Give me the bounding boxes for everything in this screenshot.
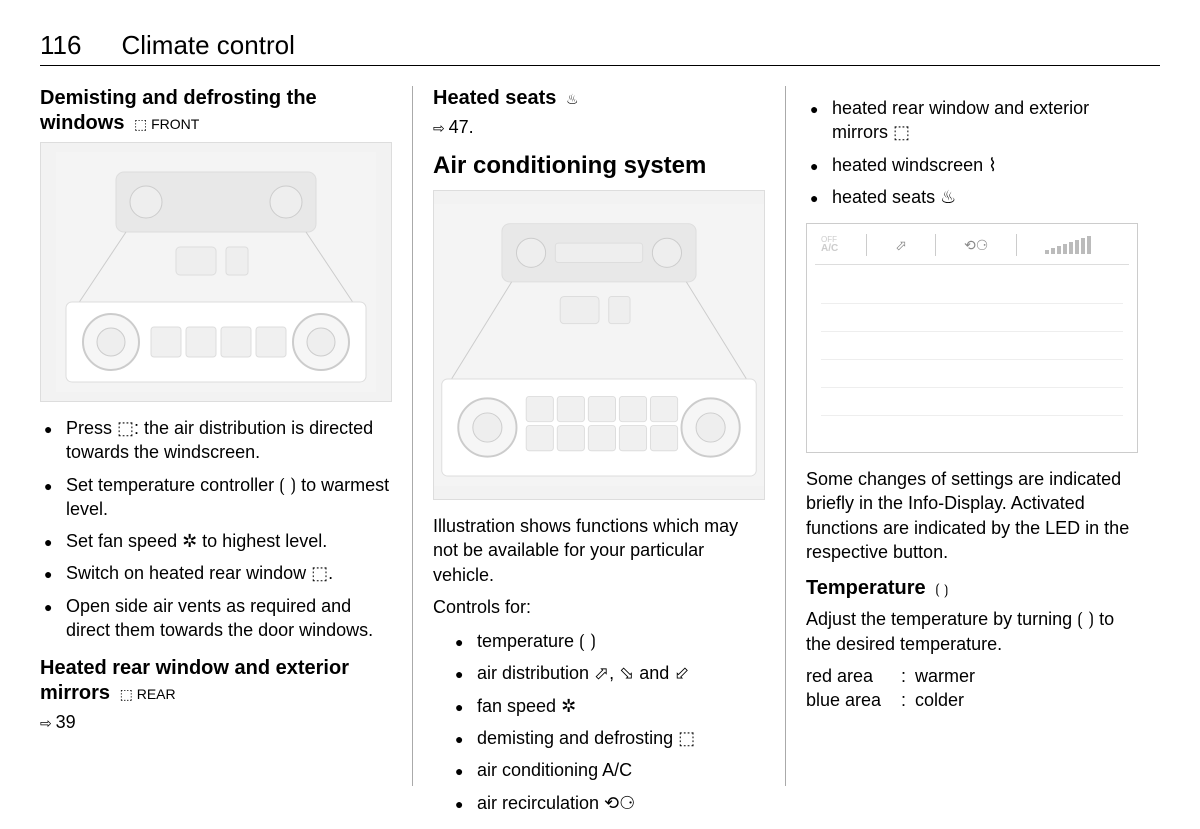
list-item: ●heated rear window and exterior mirrors… — [806, 96, 1138, 145]
colon: : — [901, 688, 915, 712]
bullet-icon: ● — [806, 185, 832, 208]
list-item: ●Switch on heated rear window ⬚. — [40, 561, 392, 585]
blue-area-value: colder — [915, 688, 964, 712]
list-item-text: heated seats ♨ — [832, 185, 1138, 209]
bullet-icon: ● — [451, 694, 477, 717]
temperature-adjust-text: Adjust the temperature by turning ⟮ ⟯ to… — [806, 607, 1138, 656]
list-item-text: demisting and defrosting ⬚ — [477, 726, 765, 750]
display-line — [821, 388, 1123, 416]
bullet-icon: ● — [40, 529, 66, 552]
chapter-title: Climate control — [121, 30, 294, 61]
list-item-text: Open side air vents as required and dire… — [66, 594, 392, 643]
list-item-text: Set fan speed ✲ to highest level. — [66, 529, 392, 553]
display-line — [821, 332, 1123, 360]
heading-heated-seats: Heated seats ♨ — [433, 86, 765, 111]
list-item: ●fan speed ✲ — [451, 694, 765, 718]
rear-defrost-icon: ⬚ REAR — [120, 686, 176, 702]
bullet-icon: ● — [40, 416, 66, 439]
heading-temperature-text: Temperature — [806, 577, 926, 599]
dash-svg-2 — [434, 200, 764, 490]
illustration-climate-panel-1 — [40, 142, 392, 402]
list-item: ●Set fan speed ✲ to highest level. — [40, 529, 392, 553]
list-item-text: temperature ⟮ ⟯ — [477, 629, 765, 653]
display-line — [821, 276, 1123, 304]
list-item-text: Press ⬚: the air distribution is directe… — [66, 416, 392, 465]
list-item-text: heated windscreen ⌇ — [832, 153, 1138, 177]
heading-heated-rear-text: Heated rear window and exterior mirrors — [40, 657, 349, 704]
display-line — [821, 304, 1123, 332]
settings-note: Some changes of settings are indicated b… — [806, 467, 1138, 564]
list-item: ●Press ⬚: the air distribution is direct… — [40, 416, 392, 465]
temperature-dial-icon: ⟮ ⟯ — [935, 581, 948, 597]
list-item-text: heated rear window and exterior mirrors … — [832, 96, 1138, 145]
column-3: ●heated rear window and exterior mirrors… — [786, 86, 1158, 829]
fan-speed-bars-icon — [1045, 236, 1091, 254]
bullet-icon: ● — [451, 661, 477, 684]
list-item: ●Set temperature controller ⟮ ⟯ to warme… — [40, 473, 392, 522]
controls-list-continued: ●heated rear window and exterior mirrors… — [806, 96, 1138, 209]
list-item: ●heated windscreen ⌇ — [806, 153, 1138, 177]
bullet-icon: ● — [806, 96, 832, 119]
bullet-icon: ● — [806, 153, 832, 176]
info-display-body — [815, 265, 1129, 444]
ac-text: A/C — [821, 243, 838, 254]
heading-heated-rear: Heated rear window and exterior mirrors … — [40, 656, 392, 706]
list-item-text: air conditioning A/C — [477, 758, 765, 782]
info-display-icons-row: OFF A/C ⬀ ⟲⚆ — [815, 232, 1129, 265]
column-1: Demisting and defrosting the windows ⬚ F… — [40, 86, 412, 829]
crossref-heated-seats: 47. — [433, 117, 765, 138]
bullet-icon: ● — [40, 561, 66, 584]
table-row: blue area : colder — [806, 688, 1138, 712]
display-line — [821, 360, 1123, 388]
list-item: ●heated seats ♨ — [806, 185, 1138, 209]
heading-temperature: Temperature ⟮ ⟯ — [806, 576, 1138, 601]
content-columns: Demisting and defrosting the windows ⬚ F… — [40, 86, 1160, 829]
table-row: red area : warmer — [806, 664, 1138, 688]
bullet-icon: ● — [451, 726, 477, 749]
airflow-face-icon: ⬀ — [895, 237, 907, 254]
ac-off-label: OFF A/C — [821, 236, 838, 254]
red-area-value: warmer — [915, 664, 975, 688]
red-area-key: red area — [806, 664, 901, 688]
dash-svg-1 — [56, 152, 376, 392]
list-item: ●Open side air vents as required and dir… — [40, 594, 392, 643]
illustration-climate-panel-2 — [433, 190, 765, 500]
page-header: 116 Climate control — [40, 30, 1160, 66]
bullet-icon: ● — [451, 629, 477, 652]
heading-heated-seats-text: Heated seats — [433, 87, 556, 109]
list-item: ●air conditioning A/C — [451, 758, 765, 782]
list-item: ●temperature ⟮ ⟯ — [451, 629, 765, 653]
column-2: Heated seats ♨ 47. Air conditioning syst… — [413, 86, 785, 829]
colon: : — [901, 664, 915, 688]
list-item-text: air recirculation ⟲⚆ — [477, 791, 765, 815]
recirculation-icon: ⟲⚆ — [964, 237, 988, 254]
list-item: ●air recirculation ⟲⚆ — [451, 791, 765, 815]
display-separator — [935, 234, 936, 256]
illustration-caption: Illustration shows functions which may n… — [433, 514, 765, 587]
demist-steps-list: ●Press ⬚: the air distribution is direct… — [40, 416, 392, 642]
crossref-heated-rear: 39 — [40, 712, 392, 733]
bullet-icon: ● — [40, 473, 66, 496]
bullet-icon: ● — [451, 791, 477, 814]
list-item-text: fan speed ✲ — [477, 694, 765, 718]
controls-label: Controls for: — [433, 595, 765, 619]
display-separator — [866, 234, 867, 256]
list-item-text: Switch on heated rear window ⬚. — [66, 561, 392, 585]
list-item-text: air distribution ⬀, ⬂ and ⬃ — [477, 661, 765, 685]
bullet-icon: ● — [40, 594, 66, 617]
list-item-text: Set temperature controller ⟮ ⟯ to warmes… — [66, 473, 392, 522]
list-item: ●demisting and defrosting ⬚ — [451, 726, 765, 750]
temperature-color-table: red area : warmer blue area : colder — [806, 664, 1138, 713]
front-defrost-icon: ⬚ FRONT — [134, 116, 199, 132]
controls-list: ●temperature ⟮ ⟯ ●air distribution ⬀, ⬂ … — [433, 629, 765, 815]
illustration-info-display: OFF A/C ⬀ ⟲⚆ — [806, 223, 1138, 453]
bullet-icon: ● — [451, 758, 477, 781]
list-item: ●air distribution ⬀, ⬂ and ⬃ — [451, 661, 765, 685]
heated-seat-icon: ♨ — [566, 91, 579, 107]
display-separator — [1016, 234, 1017, 256]
blue-area-key: blue area — [806, 688, 901, 712]
heading-ac-system: Air conditioning system — [433, 152, 765, 180]
heading-demisting: Demisting and defrosting the windows ⬚ F… — [40, 86, 392, 136]
page-number: 116 — [40, 30, 81, 61]
